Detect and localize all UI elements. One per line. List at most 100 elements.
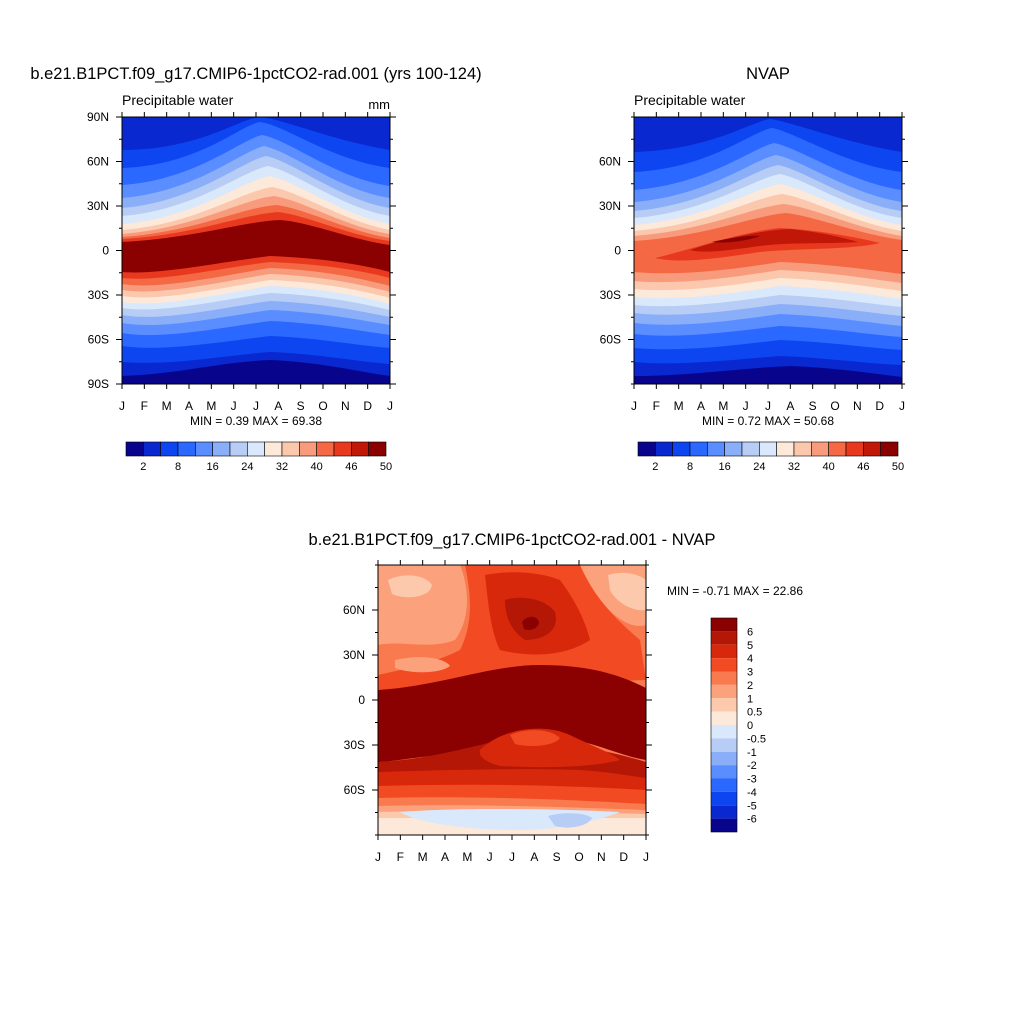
colorbar-label: 40 (823, 461, 835, 473)
x-tick-label: J (119, 399, 125, 413)
colorbar-label: 1 (747, 693, 753, 705)
y-tick-label: 60S (88, 333, 109, 347)
y-tick-label: 30N (343, 648, 365, 662)
x-tick-label: O (574, 850, 583, 864)
y-tick-label: 30S (344, 738, 365, 752)
x-tick-label: N (341, 399, 350, 413)
colorbar-label: -1 (747, 747, 757, 759)
colorbar-box (811, 441, 829, 457)
colorbar-frame (710, 617, 738, 833)
panel-model-subtitle: Precipitable water (122, 92, 234, 108)
colorbar-label: 32 (788, 461, 800, 473)
x-tick-label: D (875, 399, 884, 413)
colorbar-box (125, 441, 144, 457)
x-tick-label: M (718, 399, 728, 413)
panel-model-colorbar: 2 8 16 24 32 40 46 50 (125, 441, 392, 473)
colorbar-box (143, 441, 161, 457)
x-tick-label: A (274, 399, 282, 413)
colorbar-box (711, 751, 737, 766)
colorbar-box (637, 441, 656, 457)
x-tick-label: J (231, 399, 237, 413)
colorbar-box (672, 441, 691, 457)
colorbar-box (711, 738, 737, 752)
colorbar-box (195, 441, 213, 457)
panel-model-title: b.e21.B1PCT.f09_g17.CMIP6-1pctCO2-rad.00… (30, 65, 481, 83)
panel-nvap-stats: MIN = 0.72 MAX = 50.68 (702, 414, 834, 428)
x-tick-label: M (418, 850, 428, 864)
x-tick-label: F (141, 399, 148, 413)
colorbar-box (711, 698, 737, 712)
x-tick-label: J (899, 399, 905, 413)
colorbar-label: -3 (747, 774, 757, 786)
colorbar-label: 2 (140, 461, 146, 473)
panel-diff-stats: MIN = -0.71 MAX = 22.86 (667, 584, 803, 598)
x-tick-label: D (363, 399, 372, 413)
colorbar-label: 5 (747, 640, 753, 652)
y-tick-label: 60N (599, 155, 621, 169)
diff-midlat-light (395, 657, 450, 673)
y-tick-label: 30S (88, 288, 109, 302)
x-tick-label: A (185, 399, 193, 413)
y-tick-label: 90S (88, 377, 109, 391)
y-tick-label: 0 (614, 244, 621, 258)
colorbar-box (711, 765, 737, 779)
colorbar-box (368, 441, 387, 457)
diff-s-blue2 (548, 813, 592, 828)
band-s-13 (122, 360, 390, 384)
x-tick-label: J (387, 399, 393, 413)
colorbar-label: 2 (747, 680, 753, 692)
colorbar-box (351, 441, 369, 457)
y-tick-label: 0 (358, 693, 365, 707)
colorbar-box (333, 441, 352, 457)
colorbar-label: -4 (747, 787, 757, 799)
colorbar-box (711, 791, 737, 806)
x-tick-label: O (830, 399, 839, 413)
colorbar-label: 16 (719, 461, 731, 473)
colorbar-box (247, 441, 265, 457)
panel-diff: b.e21.B1PCT.f09_g17.CMIP6-1pctCO2-rad.00… (309, 531, 804, 864)
x-tick-label: M (674, 399, 684, 413)
panel-model-stats: MIN = 0.39 MAX = 69.38 (190, 414, 322, 428)
colorbar-label: 32 (276, 461, 288, 473)
colorbar-label: -6 (747, 814, 757, 826)
y-tick-label: 30N (87, 199, 109, 213)
panel-diff-title: b.e21.B1PCT.f09_g17.CMIP6-1pctCO2-rad.00… (309, 531, 716, 549)
colorbar-box (299, 441, 317, 457)
colorbar-box (316, 441, 335, 457)
diff-s-bulge2 (510, 730, 560, 746)
x-tick-label: J (743, 399, 749, 413)
x-tick-label: J (375, 850, 381, 864)
x-tick-label: D (619, 850, 628, 864)
colorbar-label: 50 (380, 461, 392, 473)
y-tick-label: 30N (599, 199, 621, 213)
colorbar-box (711, 658, 737, 672)
x-tick-label: A (786, 399, 794, 413)
colorbar-label: 8 (175, 461, 181, 473)
panel-model: b.e21.B1PCT.f09_g17.CMIP6-1pctCO2-rad.00… (30, 65, 481, 473)
x-tick-label: M (206, 399, 216, 413)
x-tick-label: J (253, 399, 259, 413)
colorbar-box (711, 818, 737, 832)
x-tick-label: J (631, 399, 637, 413)
y-tick-label: 60N (343, 603, 365, 617)
diff-nw-lighter (388, 575, 432, 598)
x-tick-label: O (318, 399, 327, 413)
colorbar-label: -0.5 (747, 733, 766, 745)
x-tick-label: A (697, 399, 705, 413)
y-tick-label: 0 (102, 244, 109, 258)
colorbar-box (828, 441, 847, 457)
colorbar-box (863, 441, 881, 457)
colorbar-box (724, 441, 743, 457)
panel-diff-field (378, 565, 646, 835)
x-tick-label: A (530, 850, 538, 864)
colorbar-box (711, 711, 737, 725)
x-tick-label: F (397, 850, 404, 864)
colorbar-box (689, 441, 708, 457)
nvap-s-11 (634, 366, 902, 384)
x-tick-label: J (487, 850, 493, 864)
diff-ne-lighter (608, 572, 646, 611)
colorbar-box (281, 441, 300, 457)
